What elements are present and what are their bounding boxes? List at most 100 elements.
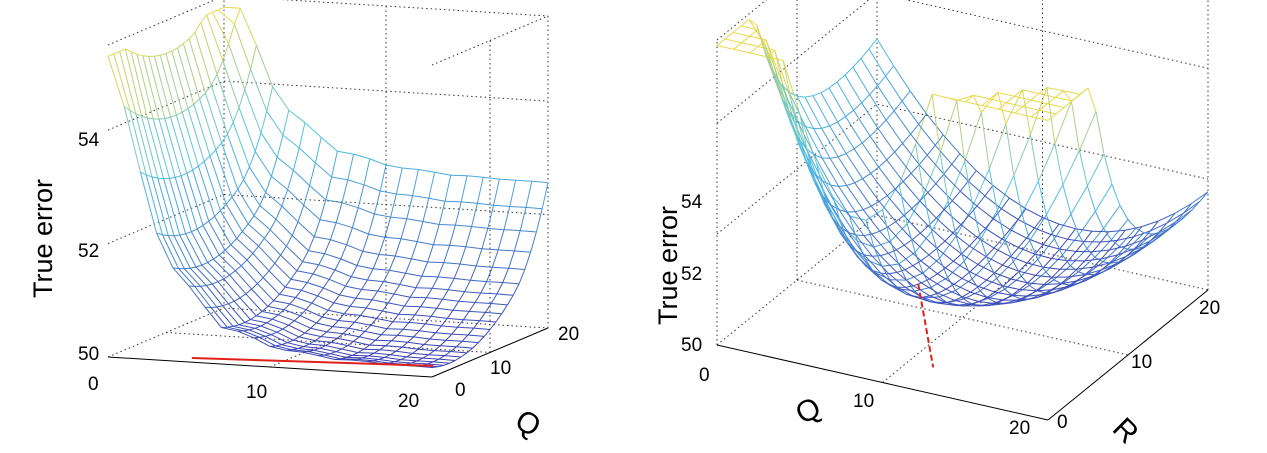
right-mesh-line — [978, 296, 988, 303]
right-mesh-line — [1117, 248, 1135, 256]
right-mesh-line — [1102, 261, 1111, 264]
left-mesh-line — [354, 315, 361, 323]
right-mesh-line — [963, 298, 972, 305]
right-mesh-line — [862, 178, 880, 202]
right-mesh-line — [910, 164, 920, 174]
left-mesh-line — [449, 224, 456, 246]
left-mesh-line — [204, 85, 212, 94]
right-mesh-line — [756, 25, 766, 53]
right-mesh-line — [870, 200, 880, 207]
right-mesh-line — [993, 238, 1003, 249]
left-mesh-line — [331, 176, 348, 181]
right-mesh-line — [1150, 220, 1159, 232]
left-mesh-line — [188, 285, 195, 287]
left-mesh-line — [468, 302, 476, 312]
right-mesh-line — [1021, 180, 1039, 214]
left-mesh-line — [165, 53, 183, 113]
right-mesh-line — [931, 231, 941, 259]
right-mesh-line — [790, 100, 809, 154]
left-mesh-line — [237, 179, 245, 190]
right-mesh-line — [927, 183, 937, 193]
right-mesh-line — [1174, 203, 1192, 214]
left-mesh-line — [107, 53, 114, 57]
right-mesh-line — [732, 32, 750, 37]
right-mesh-line — [888, 271, 897, 275]
right-mesh-line — [987, 296, 1004, 301]
left-mesh-line — [184, 267, 191, 270]
left-mesh-line — [287, 342, 304, 348]
right-mesh-line — [985, 227, 1003, 240]
right-mesh-line — [1020, 275, 1030, 286]
left-mesh-line — [259, 336, 277, 347]
left-mesh-line — [129, 110, 137, 115]
left-mesh-line — [401, 341, 409, 348]
right-mesh-line — [939, 258, 949, 278]
left-mesh-line — [248, 151, 256, 168]
left-mesh-line — [260, 325, 278, 333]
left-mesh-line — [218, 6, 225, 11]
left-mesh-line — [491, 249, 499, 268]
left-mesh-line — [213, 254, 220, 260]
left-mesh-line — [512, 283, 520, 296]
grid-line — [716, 103, 1209, 235]
left-mesh-line — [416, 360, 434, 363]
left-mesh-line — [216, 60, 224, 75]
right-mesh-line — [1042, 217, 1060, 225]
right-mesh-line — [962, 296, 980, 303]
left-mesh-line — [364, 330, 382, 336]
left-mesh-line — [215, 142, 222, 151]
right-mesh-line — [1183, 203, 1192, 214]
right-mesh-line — [1010, 278, 1028, 284]
left-mesh-line — [284, 279, 292, 288]
left-mesh-line — [356, 251, 364, 266]
right-mesh-line — [987, 297, 997, 303]
y-tick-label: 10 — [490, 358, 511, 379]
right-mesh-line — [937, 292, 955, 301]
right-mesh-line — [927, 217, 937, 227]
right-mesh-line — [1051, 258, 1069, 262]
right-mesh-line — [1037, 259, 1047, 273]
left-mesh-line — [424, 316, 432, 325]
right-mesh-line — [970, 286, 979, 293]
left-mesh-line — [235, 270, 252, 290]
right-mesh-line — [1019, 282, 1028, 290]
right-mesh-line — [987, 303, 996, 307]
left-mesh-line — [309, 162, 316, 186]
z-tick-label: 54 — [78, 130, 100, 151]
left-mesh-line — [172, 267, 190, 287]
right-mesh-line — [893, 65, 911, 92]
right-mesh-line — [838, 185, 847, 187]
left-mesh-line — [283, 309, 301, 317]
left-mesh-line — [204, 306, 222, 328]
right-mesh-line — [911, 208, 929, 227]
left-mesh-line — [282, 324, 289, 330]
left-mesh-line — [395, 167, 403, 195]
right-mesh-line — [815, 181, 825, 203]
left-mesh-line — [340, 244, 348, 260]
left-mesh-line — [519, 207, 527, 231]
r-axis-line — [1047, 289, 1209, 421]
right-mesh-line — [1077, 275, 1094, 282]
left-mesh-line — [251, 283, 258, 290]
right-mesh-line — [1067, 238, 1085, 243]
left-mesh-line — [401, 346, 419, 350]
right-mesh-line — [1028, 297, 1037, 300]
left-mesh-line — [196, 228, 214, 260]
left-mesh-line — [419, 323, 426, 332]
left-mesh-line — [363, 344, 370, 350]
left-mesh-line — [467, 334, 485, 337]
left-mesh-line — [334, 358, 341, 360]
left-mesh-line — [170, 117, 188, 174]
left-mesh-line — [165, 50, 172, 55]
right-mesh-line — [1035, 274, 1053, 278]
left-mesh-line — [197, 165, 216, 217]
right-mesh-line — [945, 260, 954, 269]
right-mesh-line — [1111, 239, 1120, 247]
left-mesh-line — [420, 297, 427, 307]
right-mesh-line — [894, 151, 912, 174]
right-mesh-line — [1022, 89, 1040, 94]
left-mesh-line — [199, 98, 217, 150]
left-mesh-line — [434, 350, 451, 352]
left-mesh-line — [317, 295, 334, 304]
left-mesh-line — [400, 356, 407, 361]
